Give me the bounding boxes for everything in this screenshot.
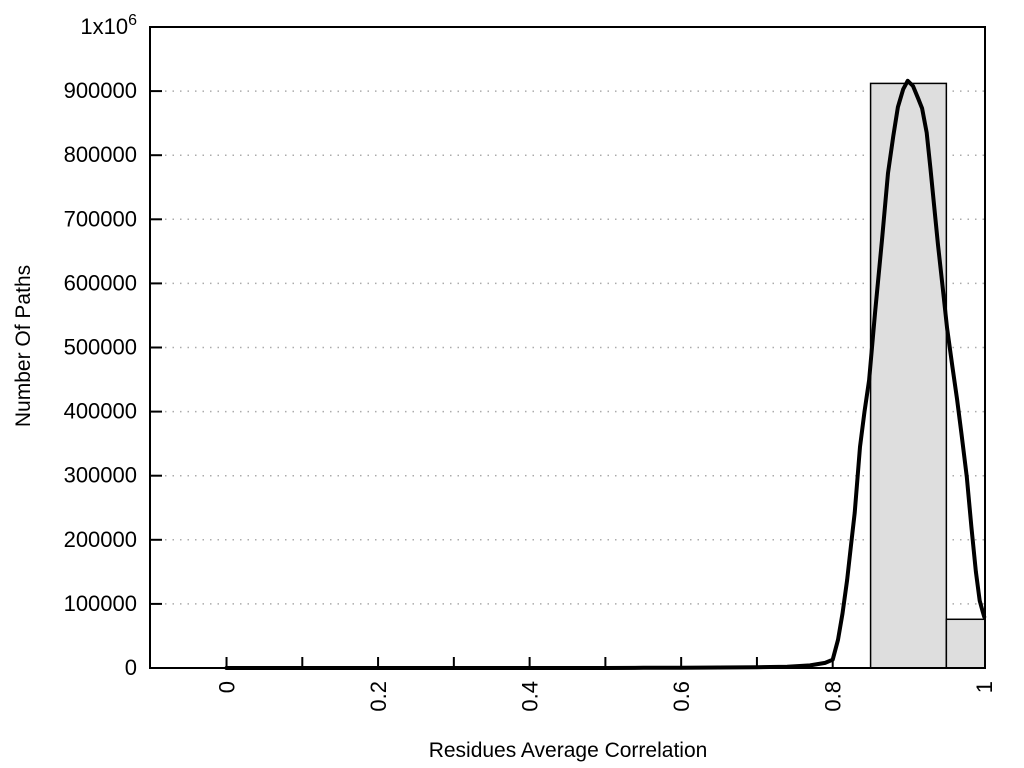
y-tick-label: 0 <box>125 655 137 680</box>
histogram-bar <box>945 618 986 669</box>
x-tick-label-group: 0 <box>215 681 240 693</box>
x-tick-label-group: 0.6 <box>669 681 694 712</box>
plot-layer: 0 100000 200000 300000 400000 500000 600000 700… <box>64 12 998 712</box>
y-tick-label: 900000 <box>64 78 137 103</box>
y-tick-label: 700000 <box>64 206 137 231</box>
histogram-bar <box>869 82 948 669</box>
x-tick-label: 0.6 <box>669 681 694 712</box>
x-axis-title: Residues Average Correlation <box>429 739 708 762</box>
x-tick-label-group: 0.2 <box>366 681 391 712</box>
y-tick-label: 200000 <box>64 527 137 552</box>
x-tick-label: 0 <box>215 681 240 693</box>
plot-border <box>149 26 986 669</box>
x-tick-label: 0.8 <box>821 681 846 712</box>
y-tick-label: 500000 <box>64 335 137 360</box>
x-tick-label-group: 1 <box>972 681 997 693</box>
x-tick-label-group: 0.4 <box>518 681 543 712</box>
y-tick-label: 100000 <box>64 591 137 616</box>
y-tick-label: 300000 <box>64 463 137 488</box>
y-tick-label: 600000 <box>64 270 137 295</box>
x-tick-label: 0.4 <box>518 681 543 712</box>
x-tick-label: 0.2 <box>366 681 391 712</box>
y-tick-label: 1x106 <box>80 12 137 39</box>
y-tick-label: 400000 <box>64 399 137 424</box>
x-tick-label-group: 0.8 <box>821 681 846 712</box>
y-axis-title: Number Of Paths <box>12 265 35 427</box>
x-tick-label: 1 <box>972 681 997 693</box>
y-tick-label: 800000 <box>64 142 137 167</box>
